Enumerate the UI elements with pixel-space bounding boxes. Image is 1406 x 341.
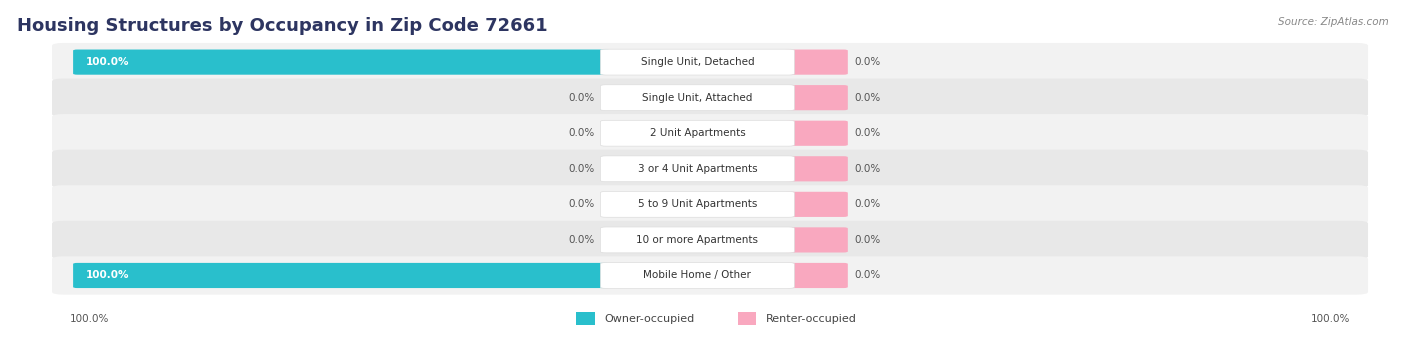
Text: 0.0%: 0.0%	[568, 128, 595, 138]
FancyBboxPatch shape	[738, 312, 756, 325]
FancyBboxPatch shape	[73, 49, 610, 75]
Text: 0.0%: 0.0%	[855, 235, 882, 245]
FancyBboxPatch shape	[600, 227, 794, 253]
FancyBboxPatch shape	[785, 121, 848, 146]
FancyBboxPatch shape	[73, 263, 610, 288]
FancyBboxPatch shape	[576, 312, 595, 325]
FancyBboxPatch shape	[52, 78, 1368, 117]
FancyBboxPatch shape	[52, 150, 1368, 188]
Text: 0.0%: 0.0%	[568, 93, 595, 103]
Text: 0.0%: 0.0%	[855, 270, 882, 281]
FancyBboxPatch shape	[52, 43, 1368, 81]
Text: 100.0%: 100.0%	[86, 270, 129, 281]
Text: 3 or 4 Unit Apartments: 3 or 4 Unit Apartments	[637, 164, 758, 174]
FancyBboxPatch shape	[52, 221, 1368, 259]
FancyBboxPatch shape	[785, 263, 848, 288]
FancyBboxPatch shape	[52, 114, 1368, 152]
Text: 100.0%: 100.0%	[70, 314, 110, 324]
FancyBboxPatch shape	[600, 156, 794, 182]
Text: Housing Structures by Occupancy in Zip Code 72661: Housing Structures by Occupancy in Zip C…	[17, 17, 547, 35]
Text: 100.0%: 100.0%	[86, 57, 129, 67]
Text: 2 Unit Apartments: 2 Unit Apartments	[650, 128, 745, 138]
Text: Single Unit, Attached: Single Unit, Attached	[643, 93, 752, 103]
FancyBboxPatch shape	[52, 256, 1368, 295]
FancyBboxPatch shape	[600, 120, 794, 146]
Text: 0.0%: 0.0%	[855, 57, 882, 67]
Text: 5 to 9 Unit Apartments: 5 to 9 Unit Apartments	[638, 199, 756, 209]
Text: 0.0%: 0.0%	[855, 164, 882, 174]
Text: 0.0%: 0.0%	[568, 199, 595, 209]
Text: 0.0%: 0.0%	[568, 235, 595, 245]
Text: Single Unit, Detached: Single Unit, Detached	[641, 57, 754, 67]
Text: 100.0%: 100.0%	[1310, 314, 1350, 324]
Text: Renter-occupied: Renter-occupied	[766, 314, 858, 324]
FancyBboxPatch shape	[600, 191, 794, 217]
Text: 0.0%: 0.0%	[568, 164, 595, 174]
FancyBboxPatch shape	[785, 192, 848, 217]
Text: Source: ZipAtlas.com: Source: ZipAtlas.com	[1278, 17, 1389, 27]
FancyBboxPatch shape	[785, 227, 848, 252]
FancyBboxPatch shape	[600, 263, 794, 288]
FancyBboxPatch shape	[600, 85, 794, 110]
Text: Owner-occupied: Owner-occupied	[605, 314, 695, 324]
Text: 0.0%: 0.0%	[855, 128, 882, 138]
FancyBboxPatch shape	[785, 156, 848, 181]
FancyBboxPatch shape	[785, 49, 848, 75]
Text: 0.0%: 0.0%	[855, 93, 882, 103]
FancyBboxPatch shape	[600, 49, 794, 75]
FancyBboxPatch shape	[52, 185, 1368, 223]
Text: Mobile Home / Other: Mobile Home / Other	[644, 270, 751, 281]
Text: 0.0%: 0.0%	[855, 199, 882, 209]
Text: 10 or more Apartments: 10 or more Apartments	[637, 235, 758, 245]
FancyBboxPatch shape	[785, 85, 848, 110]
